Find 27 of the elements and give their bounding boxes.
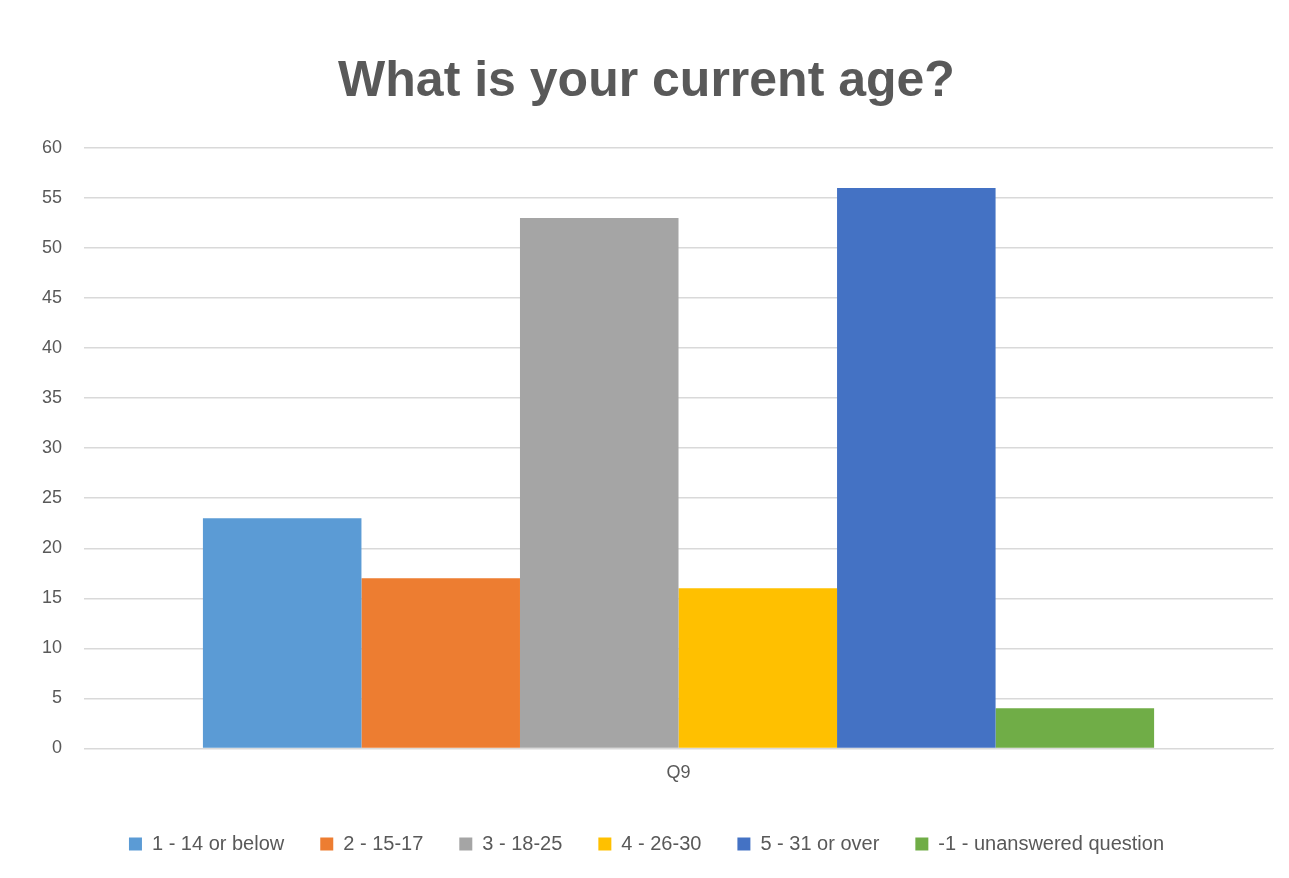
y-tick-label: 5: [52, 687, 63, 708]
y-tick-label: 60: [41, 136, 63, 157]
y-tick-label: 35: [41, 387, 63, 408]
y-tick-label: 50: [41, 237, 63, 258]
chart-title: What is your current age?: [338, 50, 955, 107]
bar: [678, 588, 838, 748]
y-tick-label: 40: [41, 337, 63, 358]
y-tick-label: 0: [52, 737, 63, 758]
bar: [995, 708, 1155, 748]
legend-label: 5 - 31 or over: [760, 831, 880, 854]
bar: [361, 578, 520, 748]
legend-label: -1 - unanswered question: [938, 831, 1165, 854]
legend-label: 1 - 14 or below: [151, 831, 285, 854]
legend-label: 3 - 18-25: [482, 831, 563, 854]
legend-label: 4 - 26-30: [621, 831, 702, 854]
x-tick-label: Q9: [666, 762, 691, 783]
y-tick-label: 30: [41, 437, 63, 458]
y-tick-label: 45: [41, 287, 63, 308]
y-tick-label: 10: [41, 637, 63, 658]
legend-label: 2 - 15-17: [343, 831, 424, 854]
y-tick-label: 25: [41, 487, 63, 508]
bar: [519, 218, 679, 748]
bar: [837, 188, 996, 748]
y-tick-label: 15: [41, 587, 63, 608]
y-tick-label: 20: [41, 537, 63, 558]
bar: [202, 518, 362, 748]
y-tick-label: 55: [41, 187, 63, 207]
